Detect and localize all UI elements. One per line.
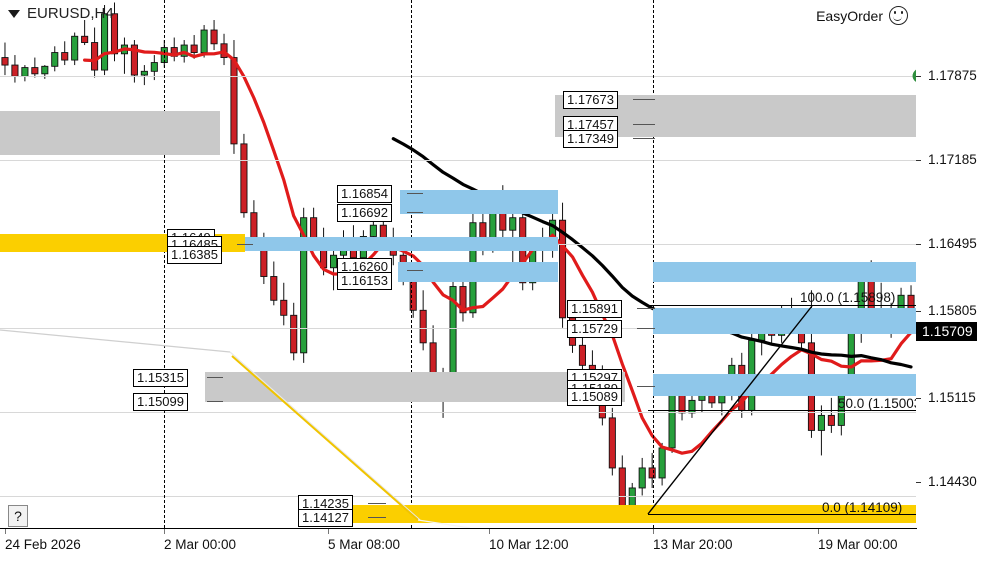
price-tag[interactable]: 1.16385 xyxy=(167,246,222,264)
price-tag[interactable]: 1.17457 xyxy=(563,116,618,134)
price-tag[interactable]: 1.15099 xyxy=(133,393,188,411)
price-tag[interactable]: 1.14235 xyxy=(298,495,353,513)
price-tag-leader xyxy=(407,212,423,213)
time-axis-label: 24 Feb 2026 xyxy=(5,537,81,552)
demand-zone-blue xyxy=(653,374,916,396)
price-axis-tick xyxy=(916,398,921,399)
time-axis-tick xyxy=(5,529,6,534)
price-tag[interactable]: 1.17673 xyxy=(563,91,618,109)
price-axis-label: 1.17875 xyxy=(928,68,977,83)
time-axis-label: 13 Mar 20:00 xyxy=(653,537,733,552)
price-tag-leader xyxy=(207,401,223,402)
price-tag[interactable]: 1.15891 xyxy=(567,300,622,318)
easyorder-panel[interactable]: EasyOrder xyxy=(816,6,908,25)
fib-line-100 xyxy=(648,305,916,306)
price-axis-label: 1.15805 xyxy=(928,303,977,318)
fib-label-50: 50.0 (1.15003) xyxy=(838,396,916,411)
price-tag-leader xyxy=(633,124,655,125)
price-tag[interactable]: 1.16692 xyxy=(337,204,392,222)
supply-zone-grey xyxy=(0,111,220,155)
price-axis-label: 1.14430 xyxy=(928,474,977,489)
support-zone-grey xyxy=(205,372,625,402)
price-tag-leader xyxy=(237,244,253,245)
price-axis-label: 1.17185 xyxy=(928,152,977,167)
time-axis-tick xyxy=(328,529,329,534)
time-axis-tick xyxy=(164,529,165,534)
price-tag-leader xyxy=(633,99,655,100)
demand-zone-blue xyxy=(653,308,916,334)
easyorder-label: EasyOrder xyxy=(816,7,883,24)
symbol-label-group[interactable]: EURUSD,H4 xyxy=(8,5,114,22)
price-tag-leader xyxy=(368,503,386,504)
price-tag-leader xyxy=(637,386,655,387)
gridline xyxy=(0,328,916,329)
price-tag[interactable]: 1.17349 xyxy=(563,130,618,148)
time-axis[interactable]: 24 Feb 2026 2 Mar 00:00 5 Mar 08:00 10 M… xyxy=(0,529,1000,562)
period-separator xyxy=(164,0,165,528)
price-tag-leader xyxy=(207,377,223,378)
current-price-tag: 1.15709 xyxy=(916,322,977,341)
fib-label-0: 0.0 (1.14109) xyxy=(822,500,903,515)
time-axis-label: 2 Mar 00:00 xyxy=(164,537,237,552)
time-axis-label: 19 Mar 00:00 xyxy=(818,537,898,552)
price-tag-leader xyxy=(637,308,655,309)
price-axis-tick xyxy=(916,244,921,245)
gridline xyxy=(0,76,916,77)
demand-zone-blue xyxy=(398,262,558,282)
price-axis-label: 1.16495 xyxy=(928,236,977,251)
price-axis-label: 1.15115 xyxy=(928,390,976,405)
gridline xyxy=(0,412,916,413)
price-tag-leader xyxy=(368,517,386,518)
price-tag-leader xyxy=(407,270,423,271)
help-button[interactable]: ? xyxy=(8,505,28,527)
demand-zone-blue xyxy=(653,262,916,282)
time-axis-label: 5 Mar 08:00 xyxy=(328,537,401,552)
gridline xyxy=(0,160,916,161)
time-axis-tick xyxy=(489,529,490,534)
smiley-icon[interactable] xyxy=(889,6,908,25)
price-tag[interactable]: 1.15315 xyxy=(133,369,188,387)
price-axis-tick xyxy=(916,76,921,77)
symbol-text: EURUSD,H4 xyxy=(27,5,114,22)
fib-label-100: 100.0 (1.15898) xyxy=(800,290,896,305)
demand-zone-blue xyxy=(165,237,558,251)
price-tag[interactable]: 1.15089 xyxy=(567,388,622,406)
price-tag-leader xyxy=(637,328,655,329)
gridline xyxy=(0,496,916,497)
price-axis[interactable]: 1.17875 1.17185 1.16495 1.15805 1.15709 … xyxy=(916,0,1000,528)
price-tag-leader xyxy=(633,138,655,139)
chart-plot-area[interactable]: 100.0 (1.15898) 50.0 (1.15003) 0.0 (1.14… xyxy=(0,0,917,529)
demand-zone-blue xyxy=(400,190,558,214)
price-axis-tick xyxy=(916,160,921,161)
price-tag[interactable]: 1.16153 xyxy=(337,272,392,290)
price-tag[interactable]: 1.14127 xyxy=(298,509,353,527)
time-axis-tick xyxy=(653,529,654,534)
time-axis-tick xyxy=(818,529,819,534)
price-tag[interactable]: 1.16854 xyxy=(337,185,392,203)
fib-line-0 xyxy=(648,514,916,515)
price-axis-tick xyxy=(916,482,921,483)
price-tag-leader xyxy=(407,193,423,194)
time-axis-label: 10 Mar 12:00 xyxy=(489,537,569,552)
price-tag[interactable]: 1.15729 xyxy=(567,320,622,338)
caret-down-icon[interactable] xyxy=(8,9,20,18)
price-axis-tick xyxy=(916,311,921,312)
price-tag[interactable]: 1.16260 xyxy=(337,258,392,276)
